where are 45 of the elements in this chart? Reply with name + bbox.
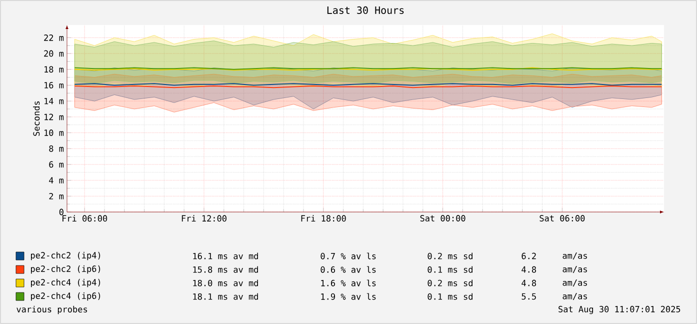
x-tick-label: Sat 06:00 [540, 215, 585, 222]
text: 1.9 % av ls [321, 293, 376, 300]
y-tick-label: 18 m [44, 66, 64, 73]
y-tick-label: 8 m [49, 145, 64, 152]
x-tick-label: Fri 18:00 [301, 215, 346, 222]
text: am/as [562, 293, 587, 300]
text: am/as [562, 266, 587, 273]
y-tick-label: 2 m [49, 192, 64, 200]
text: 1.6 % av ls [321, 280, 376, 286]
text: various probes [16, 306, 88, 314]
y-tick-label: 16 m [44, 82, 64, 88]
x-tick-label: Fri 06:00 [62, 215, 108, 222]
text: 0.1 ms sd [428, 266, 472, 273]
text: 0.1 ms sd [428, 293, 472, 300]
text: 0.2 ms sd [428, 280, 472, 286]
text: am/as [562, 252, 587, 260]
text: 15.8 ms av md [193, 266, 258, 273]
y-axis-title: Seconds [33, 101, 40, 136]
text: 4.8 [522, 266, 536, 273]
text: 4.8 [522, 280, 536, 286]
y-tick-label: 10 m [44, 130, 64, 136]
x-tick-label: Fri 12:00 [182, 215, 226, 222]
legend-label: pe2-chc2 (ip6) [30, 265, 100, 274]
y-tick-label: 14 m [44, 98, 64, 104]
y-tick-label: 22 m [44, 34, 64, 41]
legend-label: pe2-chc4 (ip6) [30, 292, 100, 301]
text: 18.0 ms av md [193, 280, 258, 286]
chart-title: Last 30 Hours [327, 6, 404, 14]
text: Sat Aug 30 11:07:01 2025 [558, 306, 680, 314]
text: 6.2 [522, 252, 536, 260]
text: 16.1 ms av md [193, 252, 258, 260]
text: 5.5 [522, 293, 536, 300]
legend-label: pe2-chc4 (ip4) [30, 278, 100, 288]
legend-label: pe2-chc2 (ip4) [30, 252, 100, 260]
y-tick-label: 12 m [44, 114, 64, 120]
text: 0.6 % av ls [320, 266, 376, 273]
y-tick-label: 6 m [49, 161, 64, 168]
text: 18.1 ms av md [193, 293, 258, 300]
y-tick-label: 20 m [44, 50, 64, 57]
y-tick-label: 0 [59, 208, 64, 216]
text: 0.7 % av ls [320, 252, 376, 260]
y-tick-label: 4 m [49, 177, 64, 184]
text: am/as [562, 280, 587, 286]
x-tick-label: Sat 00:00 [420, 215, 466, 222]
text: 0.2 ms sd [428, 252, 472, 260]
